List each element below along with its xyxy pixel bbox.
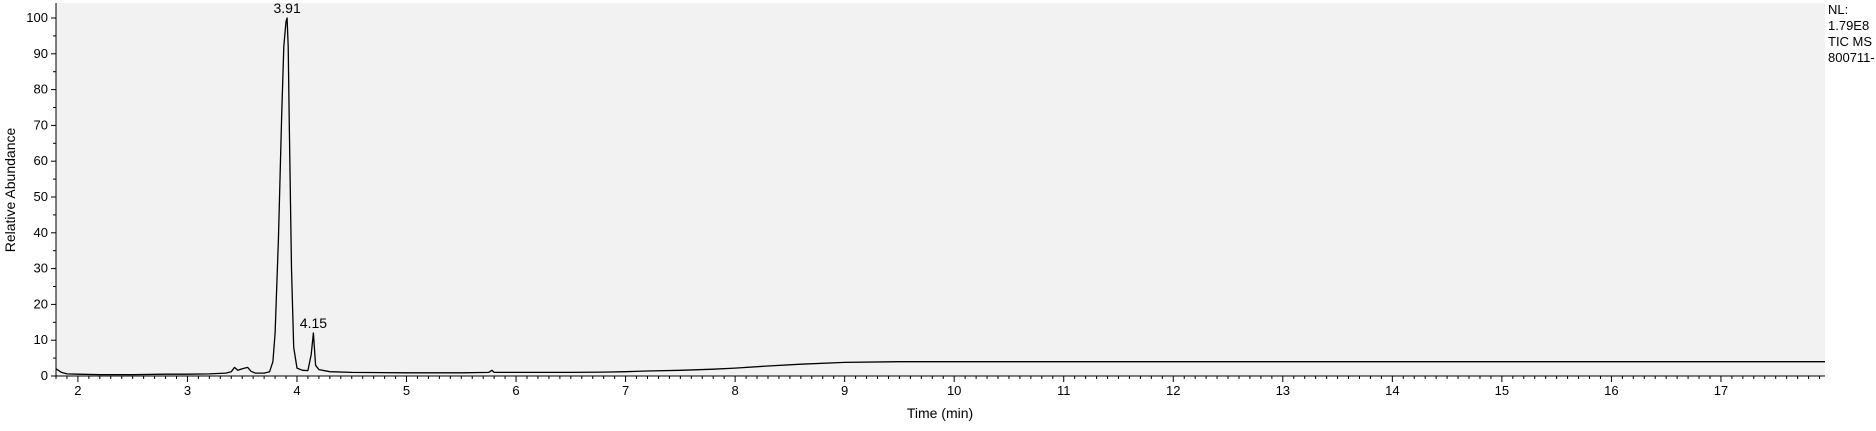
y-tick-label: 90: [34, 46, 48, 61]
side-info-line: 1.79E8: [1828, 18, 1869, 33]
x-tick-label: 10: [947, 383, 961, 398]
side-info-line: 800711-: [1828, 50, 1875, 65]
y-tick-label: 50: [34, 189, 48, 204]
x-tick-label: 14: [1385, 383, 1399, 398]
y-tick-label: 100: [26, 10, 48, 25]
y-axis: 0 10 20 30 40 50 60 70 80 90 100: [26, 3, 57, 383]
y-tick-label: 70: [34, 117, 48, 132]
y-axis-title: Relative Abundance: [2, 128, 18, 253]
y-tick-label: 30: [34, 261, 48, 276]
side-info-line: TIC MS: [1828, 34, 1872, 49]
side-info-line: NL:: [1828, 2, 1848, 17]
x-tick-label: 11: [1057, 383, 1071, 398]
x-tick-label: 3: [184, 383, 191, 398]
x-axis-title: Time (min): [907, 405, 973, 421]
x-tick-label: 17: [1714, 383, 1728, 398]
x-axis: 2 3 4 5 6 7 8 9 10 11 12 13 14 15 16 17: [55, 375, 1825, 398]
x-tick-label: 8: [732, 383, 739, 398]
x-tick-label: 16: [1604, 383, 1618, 398]
x-tick-label: 13: [1276, 383, 1290, 398]
peak-label: 3.91: [273, 0, 300, 16]
x-tick-label: 2: [74, 383, 81, 398]
series-line-0: [55, 17, 1825, 376]
y-tick-label: 10: [34, 332, 48, 347]
y-tick-label: 20: [34, 296, 48, 311]
x-tick-label: 7: [622, 383, 629, 398]
y-tick-label: 40: [34, 225, 48, 240]
x-tick-label: 12: [1166, 383, 1180, 398]
y-tick-label: 80: [34, 82, 48, 97]
x-tick-label: 4: [293, 383, 300, 398]
plot-area: [56, 3, 1825, 376]
y-tick-label: 0: [41, 368, 48, 383]
x-tick-label: 5: [403, 383, 410, 398]
peak-label: 4.15: [300, 315, 327, 331]
x-tick-label: 6: [512, 383, 519, 398]
plot-content: 3.91 4.15: [55, 0, 1825, 376]
x-tick-label: 15: [1495, 383, 1509, 398]
y-tick-label: 60: [34, 153, 48, 168]
x-tick-label: 9: [841, 383, 848, 398]
